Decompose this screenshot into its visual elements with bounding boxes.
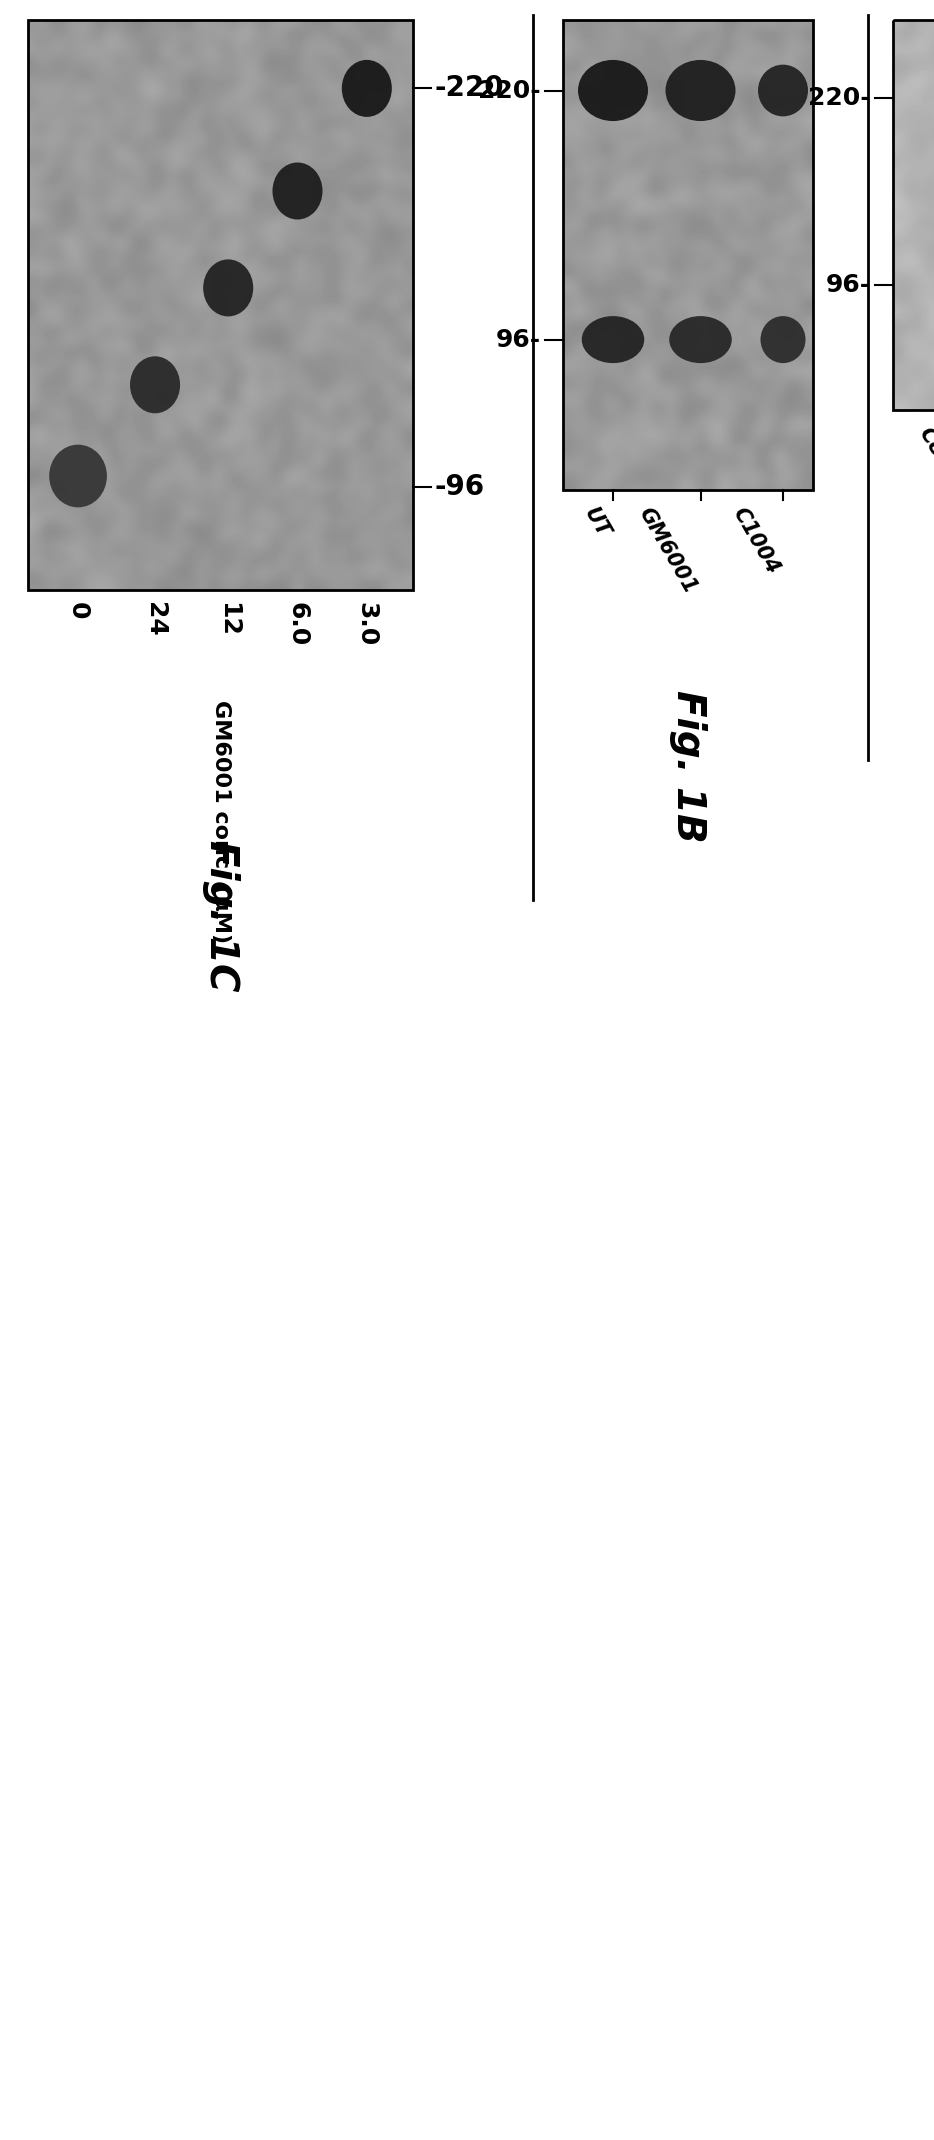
Ellipse shape (204, 259, 253, 317)
Text: -96: -96 (435, 473, 485, 501)
Text: 220-: 220- (808, 86, 871, 109)
Bar (893, 19, 934, 411)
Ellipse shape (758, 64, 808, 116)
Ellipse shape (342, 60, 392, 118)
Text: Fig. 1B: Fig. 1B (669, 689, 707, 843)
Ellipse shape (273, 163, 322, 220)
Text: 3.0: 3.0 (355, 601, 379, 646)
Ellipse shape (760, 317, 805, 364)
Ellipse shape (130, 355, 180, 413)
Text: GM6001 conc. (μM): GM6001 conc. (μM) (210, 700, 231, 944)
Text: GM6001: GM6001 (635, 505, 700, 597)
Text: -220: -220 (435, 75, 504, 103)
Ellipse shape (670, 317, 731, 364)
Text: UT: UT (580, 505, 613, 541)
Text: 0: 0 (66, 601, 90, 618)
Text: 220-: 220- (478, 79, 541, 103)
Text: 6.0: 6.0 (286, 601, 309, 646)
Text: 96-: 96- (496, 327, 541, 351)
Ellipse shape (666, 60, 735, 122)
Text: 96-: 96- (826, 274, 871, 297)
Ellipse shape (50, 445, 106, 507)
Text: 24: 24 (143, 601, 167, 638)
Text: Fig. 1C: Fig. 1C (202, 841, 239, 991)
Text: 12: 12 (216, 601, 240, 638)
Ellipse shape (578, 60, 648, 122)
Text: Cell: Cell (915, 424, 934, 473)
Ellipse shape (582, 317, 644, 364)
Bar (563, 19, 813, 490)
Text: C1004: C1004 (729, 505, 783, 578)
Bar (28, 19, 413, 591)
